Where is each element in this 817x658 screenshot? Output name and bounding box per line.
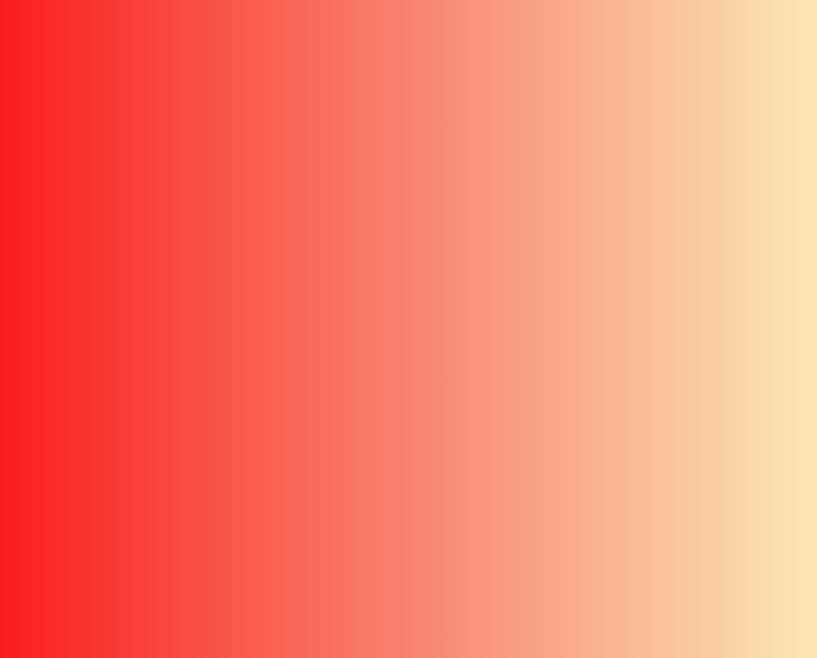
gradient-background	[0, 0, 817, 658]
